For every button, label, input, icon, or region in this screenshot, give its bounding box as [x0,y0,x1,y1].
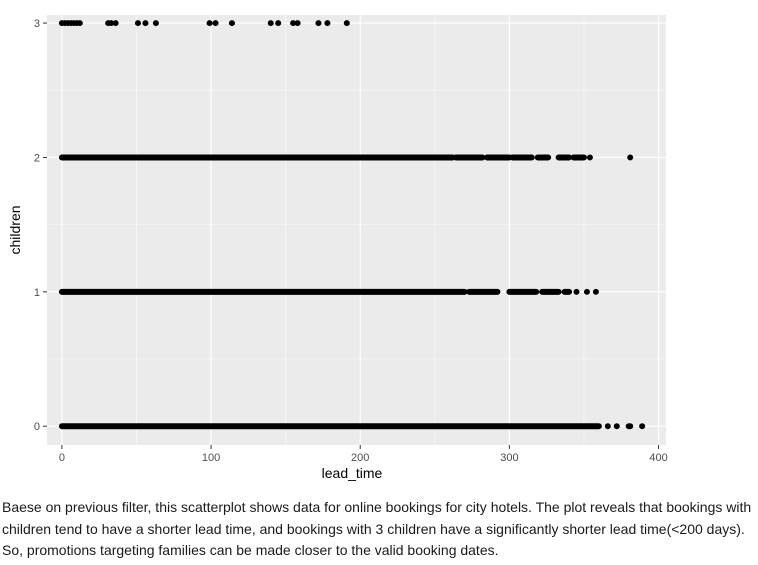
data-point [586,154,593,161]
caption-line: Baese on previous filter, this scatterpl… [2,499,752,515]
data-point [206,20,213,27]
data-point [212,20,219,27]
y-tick-label: 2 [34,152,40,164]
point-cluster [570,154,587,161]
data-point [112,20,119,27]
y-axis-title: children [7,205,23,254]
y-tick-label: 0 [34,421,40,433]
data-point [134,20,141,27]
point-cluster [58,288,468,295]
point-cluster [506,288,540,295]
data-point [324,20,331,27]
data-point [152,20,159,27]
data-point [275,20,282,27]
caption: Baese on previous filter, this scatterpl… [2,497,754,562]
data-point [627,423,634,430]
point-cluster [555,154,573,161]
y-tick-label: 1 [34,287,40,299]
scatterplot-figure: 0 100 200 300 400 0 1 2 3 lead_time children [7,15,668,481]
point-cluster [509,154,535,161]
data-point [343,20,350,27]
x-axis-ticks: 0 100 200 300 400 [59,445,668,464]
y-axis-ticks: 0 1 2 3 [34,18,47,433]
data-point [108,20,115,27]
caption-line: children tend to have a shorter lead tim… [2,520,745,537]
data-point [315,20,322,27]
data-point [290,20,297,27]
point-cluster [452,154,486,161]
y-tick-label: 3 [34,18,40,30]
point-cluster [534,154,552,161]
x-tick-label: 100 [202,452,220,464]
minor-gridlines [47,15,666,445]
data-point [228,20,235,27]
data-point [592,288,599,295]
point-cluster [58,423,602,430]
point-cluster [539,288,562,295]
x-tick-label: 300 [500,452,518,464]
data-point [639,423,646,430]
data-point [573,288,580,295]
x-tick-label: 400 [649,452,667,464]
data-point [267,20,274,27]
data-point [604,423,611,430]
point-cluster [484,154,513,161]
data-points [58,20,646,430]
data-point [627,154,634,161]
point-cluster [466,288,501,295]
data-point [613,423,620,430]
x-tick-label: 200 [351,452,369,464]
plot-panel [47,15,666,445]
data-point [142,20,149,27]
caption-line: So, promotions targeting families can be… [2,542,499,558]
data-point [583,288,590,295]
point-cluster [58,154,456,161]
x-axis-title: lead_time [322,465,383,481]
x-tick-label: 0 [59,452,65,464]
point-cluster [561,288,573,295]
data-point [294,20,301,27]
data-point [76,20,83,27]
